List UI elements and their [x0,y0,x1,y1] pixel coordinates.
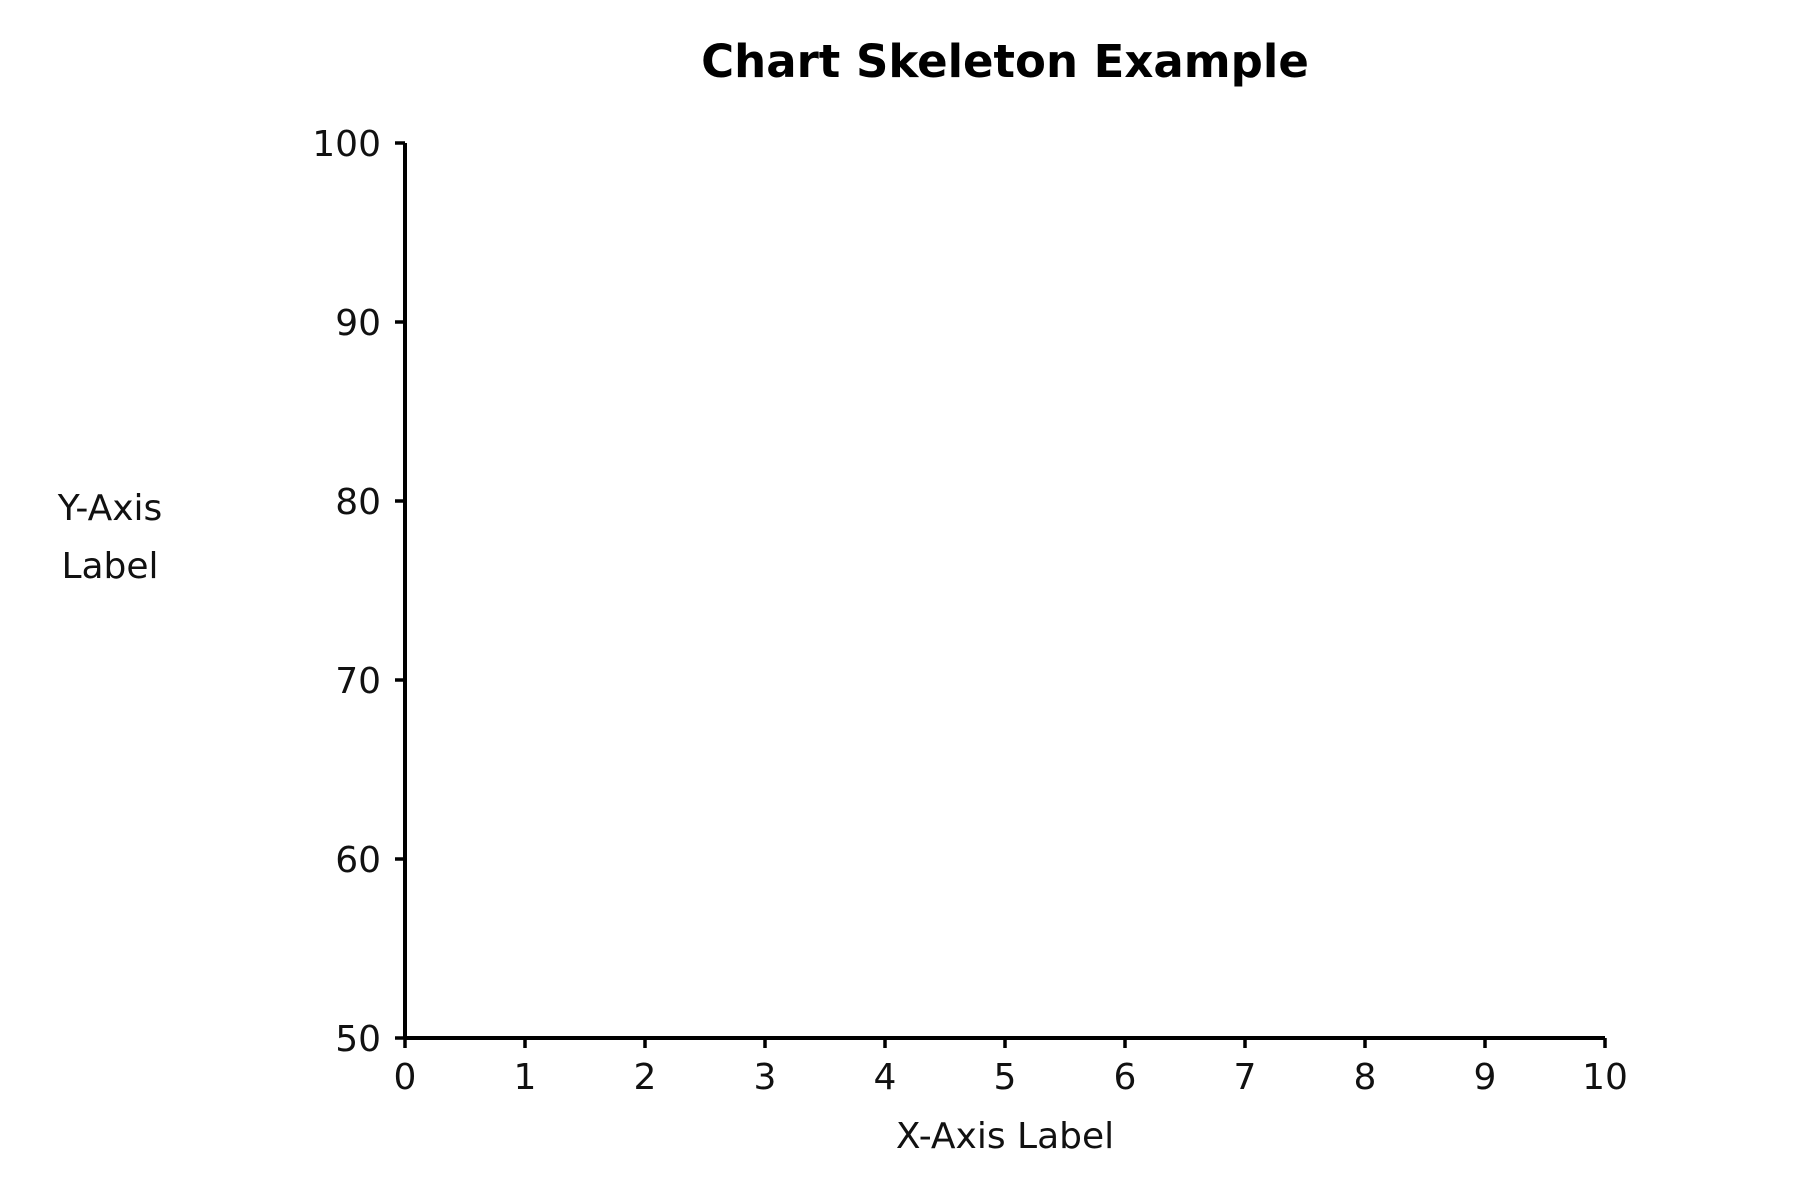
y-tick-label: 60 [335,840,381,881]
x-tick-label: 7 [1234,1057,1257,1098]
y-tick-label: 100 [312,124,381,165]
x-tick-label: 1 [514,1057,537,1098]
x-tick-label: 2 [634,1057,657,1098]
x-tick-label: 9 [1474,1057,1497,1098]
x-axis-label: X-Axis Label [896,1116,1114,1157]
x-tick-label: 5 [994,1057,1017,1098]
chart-title: Chart Skeleton Example [701,35,1309,88]
y-axis-ticks: 50 60 70 80 90 100 [312,124,405,1060]
x-tick-label: 4 [874,1057,897,1098]
y-tick-label: 50 [335,1019,381,1060]
x-tick-label: 3 [754,1057,777,1098]
x-tick-label: 8 [1354,1057,1377,1098]
y-axis-label: Y-Axis Label [57,488,163,587]
y-tick-label: 80 [335,482,381,523]
x-axis-ticks: 0 1 2 3 4 5 6 7 8 9 10 [394,1038,1628,1098]
x-tick-label: 10 [1582,1057,1628,1098]
y-tick-label: 90 [335,303,381,344]
y-axis-label-line-1: Y-Axis [57,488,163,529]
y-tick-label: 70 [335,661,381,702]
x-tick-label: 0 [394,1057,417,1098]
x-tick-label: 6 [1114,1057,1137,1098]
y-axis-label-line-2: Label [61,546,158,587]
